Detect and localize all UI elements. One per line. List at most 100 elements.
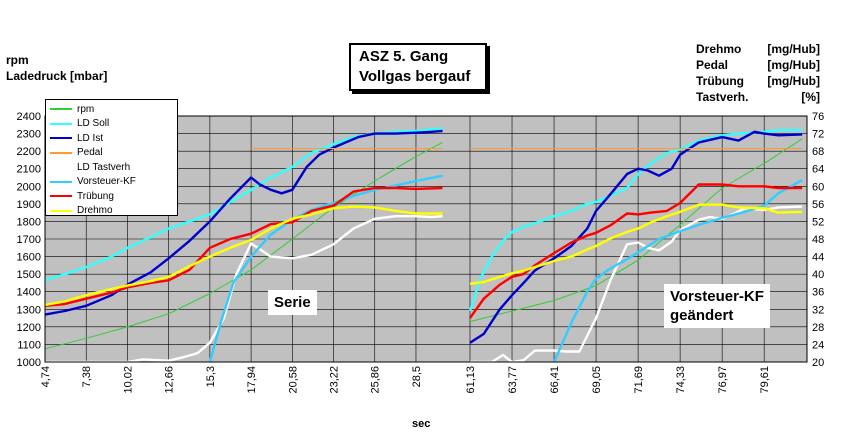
y-tick-right: 48: [812, 234, 824, 246]
series-line-drehmo: [44, 205, 443, 307]
series-line-drehmo: [469, 203, 803, 285]
right-axis-unit-pedal: [mg/Hub]: [767, 58, 820, 72]
y-tick-right: 28: [812, 322, 824, 334]
right-axis-unit-tastverh: [%]: [801, 90, 820, 104]
y-tick-left: 1900: [17, 199, 41, 211]
annotation-serie: Serie: [268, 290, 317, 315]
y-tick-right: 40: [812, 269, 824, 281]
x-tick-label: 17,94: [246, 366, 258, 394]
y-tick-right: 72: [812, 129, 824, 141]
right-axis-title-pedal: Pedal: [696, 58, 729, 72]
y-tick-right: 44: [812, 252, 824, 264]
y-tick-left: 2200: [17, 146, 41, 158]
x-tick-label: 63,77: [507, 366, 519, 394]
y-tick-right: 20: [812, 357, 824, 369]
y-tick-right: 32: [812, 304, 824, 316]
legend-swatch: [50, 195, 72, 198]
y-tick-left: 1200: [17, 322, 41, 334]
x-tick-label: 23,22: [329, 366, 341, 394]
legend-label: Trübung: [77, 190, 114, 202]
right-axis-title-tastverh: Tastverh.: [696, 90, 749, 104]
legend-label: Vorsteuer-KF: [77, 176, 136, 188]
x-tick-label: 71,69: [633, 366, 645, 394]
legend-label: LD Tastverh: [77, 161, 131, 173]
legend-swatch: [50, 151, 72, 154]
y-tick-right: 64: [812, 164, 824, 176]
legend-label: Pedal: [77, 147, 103, 159]
chart-title-line-2: Vollgas bergauf: [359, 68, 471, 85]
legend-item: Pedal: [50, 146, 173, 161]
y-tick-left: 1400: [17, 287, 41, 299]
right-axis-title-truebung: Trübung: [696, 74, 744, 88]
series-line-tr-bung: [44, 186, 443, 307]
plot-border: [44, 115, 808, 363]
legend-item: rpm: [50, 102, 173, 117]
legend-item: LD Soll: [50, 117, 173, 132]
legend-item: Drehmo: [50, 204, 173, 219]
chart-title-line-1: ASZ 5. Gang: [359, 48, 449, 65]
legend-swatch: [50, 166, 72, 169]
y-tick-left: 2000: [17, 181, 41, 193]
y-tick-right: 76: [812, 111, 824, 123]
series-line-ld-ist: [469, 130, 803, 344]
y-tick-left: 2300: [17, 129, 41, 141]
right-axis-title-drehmo: Drehmo: [696, 42, 742, 56]
y-tick-left: 1100: [17, 339, 41, 351]
x-axis-label: sec: [412, 418, 431, 430]
legend-label: LD Soll: [77, 118, 110, 130]
y-tick-left: 1600: [17, 252, 41, 264]
left-axis-title-rpm: rpm: [6, 53, 29, 67]
x-tick-label: 25,86: [370, 366, 382, 394]
x-tick-label: 74,33: [675, 366, 687, 394]
x-tick-label: 79,61: [759, 366, 771, 394]
y-tick-right: 68: [812, 146, 824, 158]
left-axis-title-ladedruck: Ladedruck [mbar]: [6, 69, 108, 83]
chart-title-box: ASZ 5. Gang Vollgas bergauf: [349, 43, 487, 91]
x-tick-label: 12,66: [164, 366, 176, 394]
x-tick-label: 10,02: [122, 366, 134, 394]
y-tick-left: 1000: [17, 357, 41, 369]
y-tick-left: 1500: [17, 269, 41, 281]
y-tick-left: 1700: [17, 234, 41, 246]
legend-swatch: [50, 122, 72, 125]
series-line-tr-bung: [469, 183, 803, 319]
series-line-rpm: [469, 138, 803, 323]
x-tick-label: 76,97: [717, 366, 729, 394]
x-tick-label: 61,13: [465, 366, 477, 394]
right-axis-unit-drehmo: [mg/Hub]: [767, 42, 820, 56]
x-tick-label: 4,74: [40, 366, 52, 387]
legend: rpm LD Soll LD Ist Pedal LD Tastverh Vorsteue…: [45, 99, 178, 216]
legend-swatch: [50, 209, 72, 212]
series-line-rpm: [44, 141, 443, 350]
x-tick-label: 20,58: [287, 366, 299, 394]
x-tick-label: 66,41: [549, 366, 561, 394]
right-axis-titles: Drehmo [mg/Hub] Pedal [mg/Hub] Trübung [mg/…: [696, 41, 820, 105]
annotation-vorsteuer-line-2: geändert: [670, 307, 734, 324]
legend-item: Vorsteuer-KF: [50, 175, 173, 190]
y-tick-right: 60: [812, 181, 824, 193]
x-tick-label: 15,3: [205, 366, 217, 387]
legend-item: LD Tastverh: [50, 160, 173, 175]
legend-label: LD Ist: [77, 132, 104, 144]
y-tick-left: 2100: [17, 164, 41, 176]
annotation-vorsteuer-line-1: Vorsteuer-KF: [670, 288, 764, 305]
legend-item: Trübung: [50, 189, 173, 204]
y-tick-right: 24: [812, 339, 824, 351]
x-tick-label: 7,38: [81, 366, 93, 387]
y-tick-right: 36: [812, 287, 824, 299]
annotation-vorsteuer-kf: Vorsteuer-KF geändert: [664, 284, 770, 328]
series-line-ld-tastverh: [45, 214, 443, 364]
legend-swatch: [50, 108, 72, 111]
legend-swatch: [50, 180, 72, 183]
legend-swatch: [50, 137, 72, 140]
x-tick-label: 28,5: [411, 366, 423, 387]
y-tick-left: 1800: [17, 216, 41, 228]
y-tick-left: 2400: [17, 111, 41, 123]
legend-label: rpm: [77, 103, 95, 115]
y-tick-right: 56: [812, 199, 824, 211]
legend-label: Drehmo: [77, 205, 113, 217]
x-tick-label: 69,05: [591, 366, 603, 394]
y-tick-right: 52: [812, 216, 824, 228]
y-tick-left: 1300: [17, 304, 41, 316]
